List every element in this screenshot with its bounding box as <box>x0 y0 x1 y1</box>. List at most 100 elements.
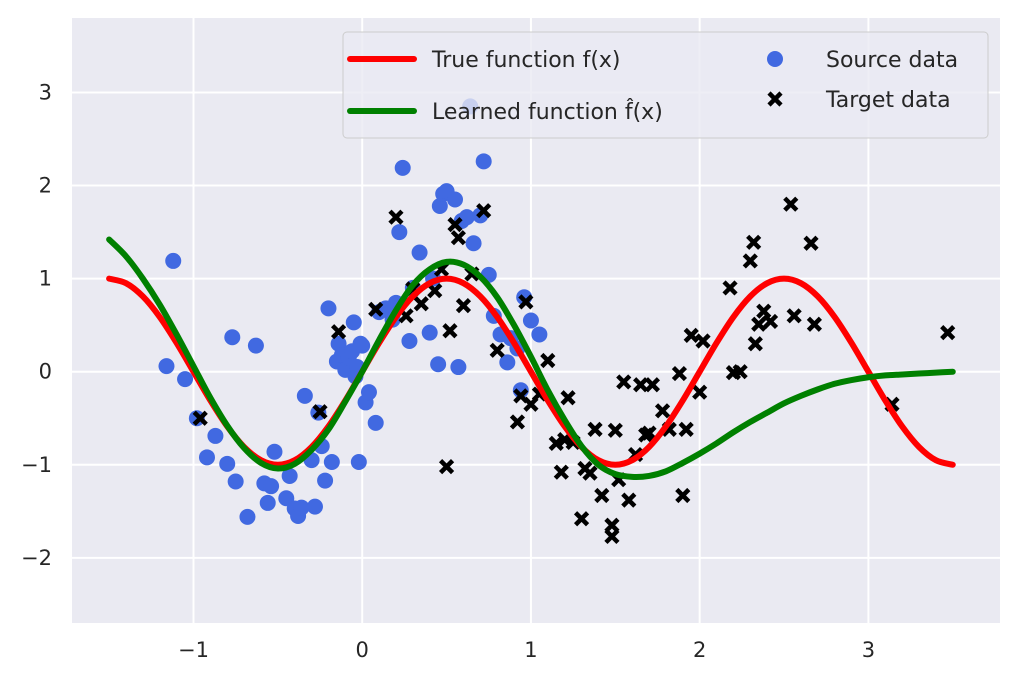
x-tick-label: 0 <box>356 638 369 662</box>
target-data-point <box>582 465 598 481</box>
tick-labels: −1 0 1 2 3 −2 −1 0 1 2 3 <box>21 80 875 662</box>
legend: True function f(x) Learned function f̂(x… <box>342 31 989 139</box>
target-data-point <box>762 313 779 330</box>
target-data-point <box>388 209 404 225</box>
target-data-point <box>742 253 758 269</box>
target-data-point <box>594 487 610 504</box>
target-data-point <box>450 230 466 246</box>
legend-source-data-label: Source data <box>826 48 958 73</box>
source-data-point <box>247 337 264 354</box>
source-data-point <box>317 472 334 489</box>
source-data-point <box>266 443 283 460</box>
source-data-point <box>352 335 369 352</box>
target-data-point <box>604 528 620 545</box>
target-data-point <box>548 435 564 451</box>
source-data-point <box>158 358 175 375</box>
source-data-point <box>430 356 447 373</box>
source-data-point <box>421 324 438 341</box>
target-data-point <box>587 421 603 437</box>
target-data-point <box>633 377 649 393</box>
y-tick-label: −2 <box>21 546 52 570</box>
source-data-point <box>465 235 482 252</box>
target-data-point <box>732 364 748 380</box>
target-data-point <box>489 342 505 358</box>
target-data-point <box>413 296 429 312</box>
target-data-point <box>783 196 799 212</box>
x-tick-label: 2 <box>693 638 706 662</box>
source-data-point <box>431 198 448 215</box>
source-data-point <box>224 329 241 346</box>
legend-source-data-marker <box>767 51 783 67</box>
y-tick-label: 0 <box>39 360 52 384</box>
target-data-point <box>509 414 526 430</box>
source-data-point <box>531 326 548 343</box>
target-data-point <box>675 487 691 504</box>
source-data-point <box>367 414 384 431</box>
target-data-point <box>940 325 956 341</box>
source-data-point <box>499 354 516 371</box>
target-data-point <box>607 422 623 438</box>
target-data-point <box>330 324 347 340</box>
source-data-point <box>447 191 464 208</box>
learned-function-line <box>106 236 956 480</box>
source-data-points <box>158 98 548 525</box>
source-data-point <box>323 453 340 470</box>
source-data-point <box>391 224 408 241</box>
target-data-point <box>756 303 772 319</box>
target-data-point <box>695 333 711 349</box>
x-tick-label: 3 <box>862 638 875 662</box>
source-data-point <box>293 499 310 516</box>
source-data-point <box>281 467 298 484</box>
source-data-point <box>259 494 276 511</box>
target-data-point <box>442 323 458 339</box>
plot-area <box>106 98 956 545</box>
target-data-point <box>616 374 632 390</box>
target-data-point <box>654 403 671 419</box>
source-data-point <box>475 153 492 170</box>
legend-target-data-label: Target data <box>825 88 951 113</box>
y-tick-label: 3 <box>39 80 52 104</box>
y-tick-label: 1 <box>39 267 52 291</box>
source-data-point <box>219 455 236 472</box>
target-data-point <box>476 203 492 219</box>
target-data-point <box>747 336 763 352</box>
target-data-points <box>192 196 956 545</box>
source-data-point <box>450 359 467 376</box>
target-data-point <box>722 280 738 296</box>
target-data-point <box>803 235 819 251</box>
source-data-point <box>394 159 411 176</box>
target-data-point <box>560 390 576 406</box>
x-tick-label: 1 <box>524 638 537 662</box>
target-data-point <box>692 384 708 400</box>
source-data-point <box>207 427 224 444</box>
y-tick-label: 2 <box>39 174 52 198</box>
target-data-point <box>786 308 802 324</box>
target-data-point <box>447 217 463 233</box>
target-data-point <box>806 316 822 332</box>
target-data-point <box>573 511 590 527</box>
source-data-point <box>522 312 539 329</box>
target-data-point <box>621 492 637 508</box>
target-data-point <box>644 377 661 393</box>
source-data-point <box>345 314 362 331</box>
source-data-point <box>401 332 418 349</box>
source-data-point <box>198 449 215 466</box>
target-data-point <box>518 294 534 310</box>
target-data-point <box>540 352 556 369</box>
target-data-point <box>427 283 443 299</box>
source-data-point <box>188 410 205 427</box>
source-data-point <box>239 508 256 525</box>
source-data-point <box>177 371 194 388</box>
target-data-point <box>455 298 472 314</box>
source-data-point <box>411 244 428 261</box>
source-data-point <box>458 209 475 226</box>
target-data-point <box>683 327 699 343</box>
target-data-point <box>678 421 694 437</box>
source-data-point <box>306 498 323 515</box>
source-data-point <box>263 478 280 495</box>
target-data-point <box>312 404 328 420</box>
y-tick-label: −1 <box>21 453 52 477</box>
source-data-point <box>360 384 377 401</box>
target-data-point <box>368 301 384 317</box>
